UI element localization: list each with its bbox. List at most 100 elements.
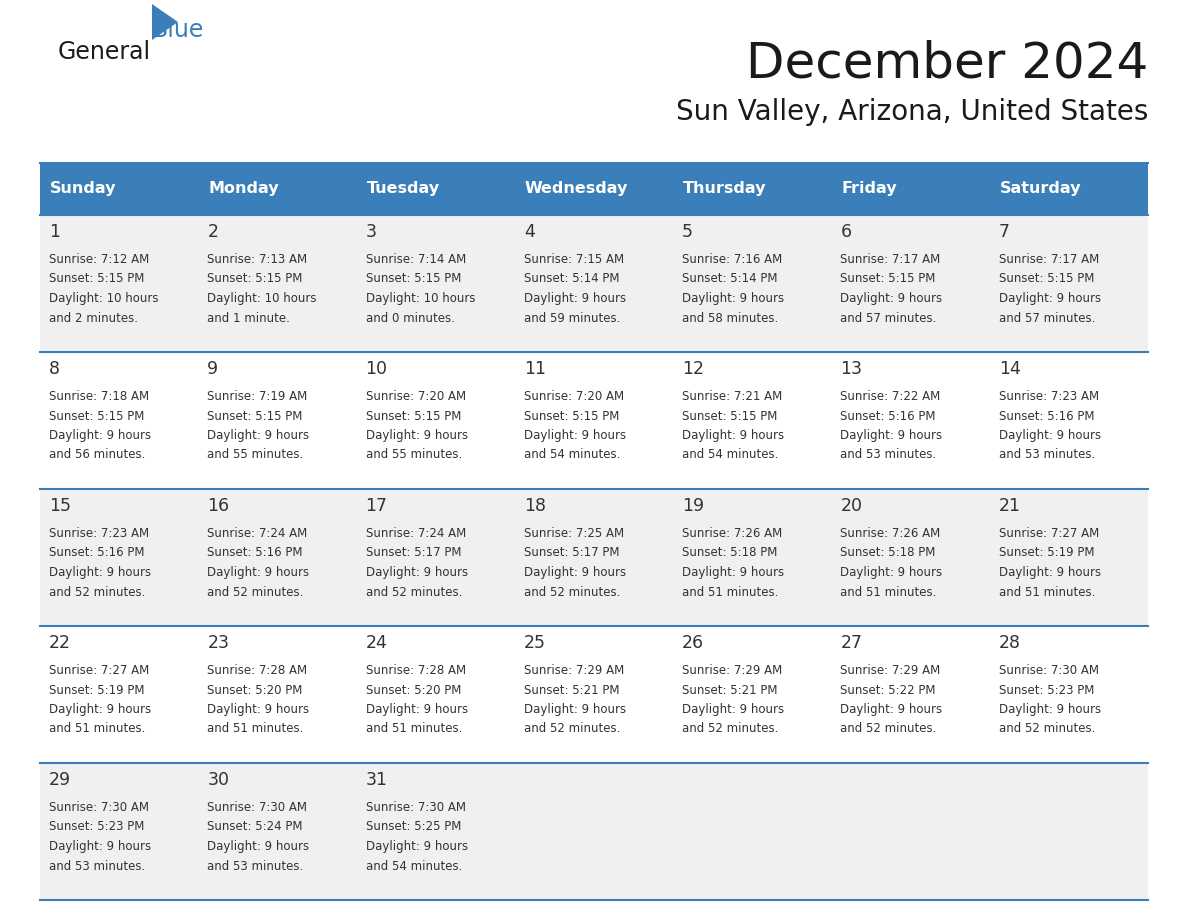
Text: Sunset: 5:20 PM: Sunset: 5:20 PM <box>207 684 303 697</box>
Text: Sunrise: 7:30 AM: Sunrise: 7:30 AM <box>366 801 466 814</box>
Bar <box>198 163 356 215</box>
Text: Sunrise: 7:24 AM: Sunrise: 7:24 AM <box>366 527 466 540</box>
Text: Sunday: Sunday <box>50 182 116 196</box>
Text: Sunrise: 7:16 AM: Sunrise: 7:16 AM <box>682 253 783 266</box>
Text: Sunrise: 7:30 AM: Sunrise: 7:30 AM <box>999 664 1099 677</box>
Text: Sunset: 5:17 PM: Sunset: 5:17 PM <box>366 546 461 559</box>
Text: 18: 18 <box>524 497 545 515</box>
Text: December 2024: December 2024 <box>746 40 1148 88</box>
Text: and 54 minutes.: and 54 minutes. <box>366 859 462 872</box>
Text: Sunrise: 7:23 AM: Sunrise: 7:23 AM <box>999 390 1099 403</box>
Text: Sunset: 5:20 PM: Sunset: 5:20 PM <box>366 684 461 697</box>
Text: 13: 13 <box>840 360 862 378</box>
Bar <box>832 163 990 215</box>
Text: Sunset: 5:21 PM: Sunset: 5:21 PM <box>682 684 778 697</box>
Text: Sunset: 5:15 PM: Sunset: 5:15 PM <box>682 409 777 422</box>
Text: Sunrise: 7:24 AM: Sunrise: 7:24 AM <box>207 527 308 540</box>
Text: Thursday: Thursday <box>683 182 766 196</box>
Bar <box>356 163 514 215</box>
Bar <box>40 163 198 215</box>
Text: and 55 minutes.: and 55 minutes. <box>366 449 462 462</box>
Text: and 52 minutes.: and 52 minutes. <box>524 586 620 599</box>
Text: and 51 minutes.: and 51 minutes. <box>49 722 145 735</box>
Text: Sunset: 5:16 PM: Sunset: 5:16 PM <box>49 546 145 559</box>
Text: Daylight: 9 hours: Daylight: 9 hours <box>682 292 784 305</box>
Text: and 58 minutes.: and 58 minutes. <box>682 311 778 324</box>
Text: Sunset: 5:14 PM: Sunset: 5:14 PM <box>682 273 778 285</box>
Text: Daylight: 9 hours: Daylight: 9 hours <box>366 429 468 442</box>
Text: 28: 28 <box>999 634 1020 652</box>
Text: Sunrise: 7:30 AM: Sunrise: 7:30 AM <box>207 801 308 814</box>
Text: Daylight: 9 hours: Daylight: 9 hours <box>840 566 942 579</box>
Text: Daylight: 9 hours: Daylight: 9 hours <box>840 703 942 716</box>
Text: Daylight: 9 hours: Daylight: 9 hours <box>366 840 468 853</box>
Text: Sunrise: 7:28 AM: Sunrise: 7:28 AM <box>207 664 308 677</box>
Text: 5: 5 <box>682 223 693 241</box>
Text: Monday: Monday <box>208 182 279 196</box>
Text: 16: 16 <box>207 497 229 515</box>
Text: Saturday: Saturday <box>1000 182 1081 196</box>
Bar <box>40 215 1148 352</box>
Text: 17: 17 <box>366 497 387 515</box>
Text: Daylight: 10 hours: Daylight: 10 hours <box>366 292 475 305</box>
Text: and 51 minutes.: and 51 minutes. <box>682 586 778 599</box>
Text: Sunset: 5:16 PM: Sunset: 5:16 PM <box>207 546 303 559</box>
Text: Sunrise: 7:29 AM: Sunrise: 7:29 AM <box>524 664 624 677</box>
Text: and 52 minutes.: and 52 minutes. <box>999 722 1095 735</box>
Text: Sunset: 5:15 PM: Sunset: 5:15 PM <box>840 273 936 285</box>
Text: Sunset: 5:15 PM: Sunset: 5:15 PM <box>49 409 145 422</box>
Text: Daylight: 9 hours: Daylight: 9 hours <box>840 292 942 305</box>
Text: and 53 minutes.: and 53 minutes. <box>207 859 304 872</box>
Text: Daylight: 10 hours: Daylight: 10 hours <box>207 292 317 305</box>
Text: Daylight: 9 hours: Daylight: 9 hours <box>840 429 942 442</box>
Text: Daylight: 9 hours: Daylight: 9 hours <box>524 429 626 442</box>
Text: Sunset: 5:15 PM: Sunset: 5:15 PM <box>49 273 145 285</box>
Text: Sunset: 5:15 PM: Sunset: 5:15 PM <box>366 409 461 422</box>
Text: Daylight: 9 hours: Daylight: 9 hours <box>207 566 309 579</box>
Text: Sunrise: 7:13 AM: Sunrise: 7:13 AM <box>207 253 308 266</box>
Text: Daylight: 9 hours: Daylight: 9 hours <box>49 703 151 716</box>
Text: Daylight: 9 hours: Daylight: 9 hours <box>207 840 309 853</box>
Text: Daylight: 9 hours: Daylight: 9 hours <box>207 703 309 716</box>
Text: Daylight: 9 hours: Daylight: 9 hours <box>682 429 784 442</box>
Bar <box>514 163 674 215</box>
Text: and 51 minutes.: and 51 minutes. <box>999 586 1095 599</box>
Text: Daylight: 9 hours: Daylight: 9 hours <box>524 703 626 716</box>
Text: Sunset: 5:16 PM: Sunset: 5:16 PM <box>840 409 936 422</box>
Text: Blue: Blue <box>152 18 204 42</box>
Text: General: General <box>58 40 151 64</box>
Text: Daylight: 9 hours: Daylight: 9 hours <box>524 292 626 305</box>
Text: and 52 minutes.: and 52 minutes. <box>682 722 778 735</box>
Text: and 54 minutes.: and 54 minutes. <box>524 449 620 462</box>
Text: 24: 24 <box>366 634 387 652</box>
Text: and 52 minutes.: and 52 minutes. <box>366 586 462 599</box>
Text: 21: 21 <box>999 497 1020 515</box>
Text: Tuesday: Tuesday <box>367 182 440 196</box>
Text: and 59 minutes.: and 59 minutes. <box>524 311 620 324</box>
Text: and 51 minutes.: and 51 minutes. <box>366 722 462 735</box>
Bar <box>40 489 1148 626</box>
Text: 23: 23 <box>207 634 229 652</box>
Text: and 52 minutes.: and 52 minutes. <box>840 722 937 735</box>
Text: and 57 minutes.: and 57 minutes. <box>840 311 937 324</box>
Text: Sunrise: 7:17 AM: Sunrise: 7:17 AM <box>999 253 1099 266</box>
Text: Sunset: 5:15 PM: Sunset: 5:15 PM <box>366 273 461 285</box>
Text: and 53 minutes.: and 53 minutes. <box>999 449 1095 462</box>
Text: Daylight: 9 hours: Daylight: 9 hours <box>999 703 1101 716</box>
Text: Sunset: 5:21 PM: Sunset: 5:21 PM <box>524 684 619 697</box>
Text: Daylight: 10 hours: Daylight: 10 hours <box>49 292 158 305</box>
Text: Sunrise: 7:26 AM: Sunrise: 7:26 AM <box>682 527 783 540</box>
Text: and 52 minutes.: and 52 minutes. <box>49 586 145 599</box>
Text: Daylight: 9 hours: Daylight: 9 hours <box>999 566 1101 579</box>
Text: 6: 6 <box>840 223 852 241</box>
Text: Sun Valley, Arizona, United States: Sun Valley, Arizona, United States <box>676 98 1148 126</box>
Text: Sunrise: 7:20 AM: Sunrise: 7:20 AM <box>524 390 624 403</box>
Text: Sunrise: 7:29 AM: Sunrise: 7:29 AM <box>682 664 783 677</box>
Text: and 56 minutes.: and 56 minutes. <box>49 449 145 462</box>
Text: Sunrise: 7:30 AM: Sunrise: 7:30 AM <box>49 801 148 814</box>
Text: and 53 minutes.: and 53 minutes. <box>840 449 936 462</box>
Text: 3: 3 <box>366 223 377 241</box>
Text: Sunrise: 7:26 AM: Sunrise: 7:26 AM <box>840 527 941 540</box>
Text: 14: 14 <box>999 360 1020 378</box>
Text: 10: 10 <box>366 360 387 378</box>
